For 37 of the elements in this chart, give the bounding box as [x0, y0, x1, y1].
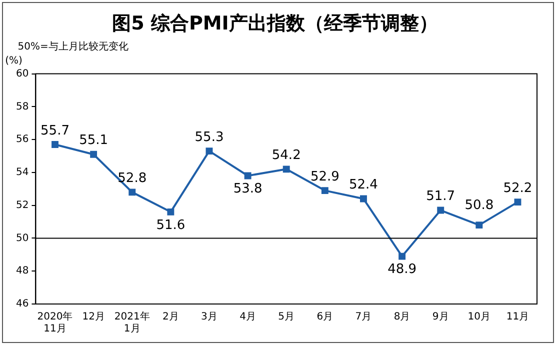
data-label: 54.2	[272, 148, 301, 164]
y-tick-label: 58	[16, 101, 29, 112]
chart-title: 图5 综合PMI产出指数（经季节调整）	[112, 12, 438, 34]
y-tick-label: 48	[16, 266, 29, 277]
data-label: 50.8	[464, 198, 494, 213]
x-tick-label: 2021年 1月	[114, 310, 150, 335]
y-tick-label: 50	[16, 232, 29, 244]
data-label: 53.8	[233, 182, 262, 197]
data-label: 55.3	[194, 130, 224, 145]
x-tick-label: 2020年 11月	[37, 310, 73, 335]
x-tick-label: 8月	[394, 312, 410, 323]
y-tick-label: 60	[16, 68, 29, 80]
y-axis-title: (%)	[5, 55, 22, 66]
x-tick-label: 9月	[432, 312, 449, 323]
x-tick-label: 6月	[316, 312, 334, 323]
x-tick-label: 4月	[240, 312, 256, 323]
x-tick-label: 11月	[506, 312, 530, 323]
x-tick-label: 12月	[82, 312, 105, 323]
data-label: 51.6	[156, 218, 186, 233]
y-tick-label: 54	[16, 167, 29, 178]
y-tick-label: 46	[16, 298, 29, 310]
data-label: 48.9	[388, 262, 417, 278]
x-tick-label: 7月	[355, 312, 372, 323]
y-tick-label: 56	[16, 134, 29, 146]
y-tick-label: 52	[16, 200, 29, 211]
x-tick-label: 3月	[201, 312, 218, 323]
text: 50%=与上月比较无变化	[18, 40, 128, 52]
data-label: 52.8	[118, 171, 147, 186]
x-tick-label: 10月	[468, 312, 491, 323]
data-label: 55.1	[79, 133, 108, 148]
x-tick-label: 5月	[278, 312, 295, 323]
data-label: 52.4	[349, 178, 378, 193]
data-label: 51.7	[426, 189, 456, 204]
data-label: 52.9	[310, 169, 340, 184]
data-label: 55.7	[40, 123, 70, 138]
data-label: 52.2	[503, 180, 532, 196]
x-tick-label: 2月	[162, 312, 179, 323]
